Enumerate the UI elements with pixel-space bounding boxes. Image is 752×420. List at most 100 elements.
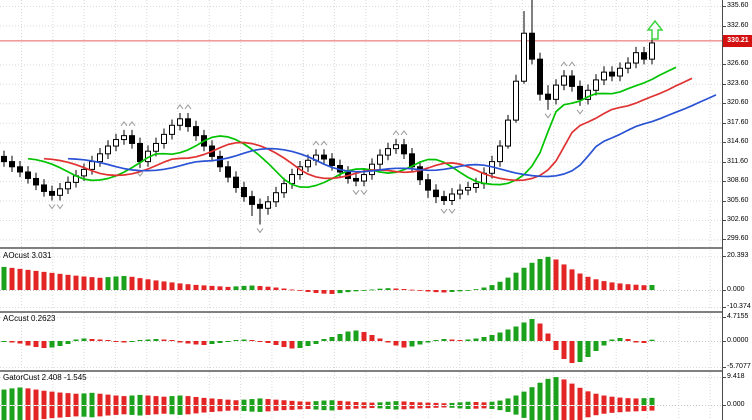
panel-separator[interactable] bbox=[0, 247, 752, 249]
ao-bar bbox=[113, 276, 119, 290]
candle-body bbox=[641, 52, 647, 60]
candle-body bbox=[649, 42, 655, 60]
gator-upper-bar bbox=[633, 398, 639, 405]
fractal-up-icon bbox=[128, 120, 136, 127]
gator-upper-bar bbox=[449, 402, 455, 405]
gator-lower-bar bbox=[561, 406, 567, 420]
gator-upper-bar bbox=[529, 387, 535, 405]
gator-upper-bar bbox=[345, 401, 351, 405]
fractal-up-icon bbox=[176, 104, 184, 110]
candle-body bbox=[585, 89, 591, 100]
gator-lower-bar bbox=[489, 406, 495, 409]
candle-body bbox=[185, 118, 191, 128]
ao-bar bbox=[489, 285, 495, 290]
fractal-down-icon bbox=[136, 171, 144, 177]
gator-upper-bar bbox=[185, 396, 191, 405]
ac-bar bbox=[241, 339, 247, 341]
gator-lower-bar bbox=[425, 406, 431, 409]
ao-bar bbox=[337, 290, 343, 294]
ac-bar bbox=[489, 335, 495, 341]
candle-body bbox=[601, 71, 607, 81]
gator-lower-bar bbox=[137, 406, 143, 416]
gator-upper-bar bbox=[465, 401, 471, 405]
gator-lower-bar bbox=[121, 406, 127, 415]
ao-bar bbox=[273, 287, 279, 290]
candle-body bbox=[249, 196, 255, 205]
gator-upper-bar bbox=[521, 391, 527, 405]
candle-body bbox=[513, 80, 519, 121]
gator-lower-bar bbox=[57, 406, 63, 418]
panel-separator[interactable] bbox=[0, 311, 752, 313]
gator-upper-bar bbox=[489, 401, 495, 405]
axis-tick-label: 0.000 bbox=[723, 401, 752, 409]
ac-bar bbox=[305, 341, 311, 346]
gator-oscillator-panel[interactable] bbox=[0, 372, 722, 420]
ao-bar bbox=[449, 290, 455, 292]
ao-bar bbox=[185, 284, 191, 290]
gator-upper-bar bbox=[441, 403, 447, 405]
ao-bar bbox=[73, 275, 79, 290]
ao-bar bbox=[49, 272, 55, 290]
gator-lower-bar bbox=[625, 406, 631, 412]
candle-body bbox=[161, 133, 167, 144]
ao-indicator-label: AOcust 3.031 bbox=[3, 251, 52, 260]
ao-bar bbox=[329, 290, 335, 294]
candle-body bbox=[241, 187, 247, 198]
ao-bar bbox=[505, 277, 511, 290]
gator-lower-bar bbox=[145, 406, 151, 415]
ao-bar bbox=[465, 290, 471, 291]
candle-body bbox=[121, 135, 127, 141]
gator-upper-bar bbox=[41, 390, 47, 405]
ao-bar bbox=[561, 264, 567, 290]
gator-upper-bar bbox=[609, 396, 615, 405]
candle-body bbox=[129, 135, 135, 144]
gator-lower-bar bbox=[609, 406, 615, 413]
ao-bar bbox=[41, 271, 47, 290]
gator-upper-bar bbox=[137, 394, 143, 405]
ao-bar bbox=[257, 286, 263, 290]
awesome-oscillator-panel[interactable] bbox=[0, 250, 722, 310]
gator-upper-bar bbox=[241, 399, 247, 405]
candle-body bbox=[377, 154, 383, 165]
gator-upper-bar bbox=[105, 394, 111, 405]
ac-bar bbox=[369, 335, 375, 341]
candle-body bbox=[289, 174, 295, 185]
ac-bar bbox=[377, 338, 383, 341]
ac-bar bbox=[585, 341, 591, 357]
axis-tick-label: 9.418 bbox=[723, 373, 752, 381]
gator-lower-bar bbox=[553, 406, 559, 420]
candle-body bbox=[529, 32, 535, 60]
axis-tick-label: 0.0000 bbox=[723, 337, 752, 345]
ac-bar bbox=[225, 341, 231, 342]
price-chart[interactable] bbox=[0, 0, 722, 248]
gator-upper-bar bbox=[257, 398, 263, 405]
ac-bar bbox=[281, 341, 287, 347]
axis-tick-label: 314.60 bbox=[723, 138, 752, 146]
gator-upper-bar bbox=[577, 387, 583, 405]
gator-lower-bar bbox=[49, 406, 55, 419]
price-axis[interactable]: 330.21 335.60 332.60 326.60 323.60 320.60 317… bbox=[722, 0, 752, 420]
ac-bar bbox=[233, 340, 239, 341]
gator-upper-bar bbox=[193, 396, 199, 405]
accelerator-oscillator-panel[interactable] bbox=[0, 313, 722, 369]
gator-lower-bar bbox=[321, 406, 327, 411]
candle-body bbox=[169, 124, 175, 135]
ac-bar bbox=[361, 332, 367, 341]
ac-bar bbox=[641, 341, 647, 343]
ao-bar bbox=[305, 290, 311, 292]
ac-bar bbox=[137, 340, 143, 341]
ac-bar bbox=[473, 338, 479, 341]
gator-upper-bar bbox=[329, 400, 335, 405]
ac-bar bbox=[193, 341, 199, 345]
ao-bar bbox=[121, 275, 127, 290]
gator-lower-bar bbox=[473, 406, 479, 409]
gator-upper-bar bbox=[17, 387, 23, 405]
ac-bar bbox=[41, 341, 47, 348]
ac-bar bbox=[601, 341, 607, 346]
ao-bar bbox=[513, 272, 519, 290]
candle-body bbox=[273, 192, 279, 203]
candle-body bbox=[233, 176, 239, 189]
candle-body bbox=[569, 75, 575, 87]
gator-lower-bar bbox=[545, 406, 551, 420]
panel-separator[interactable] bbox=[0, 370, 752, 372]
